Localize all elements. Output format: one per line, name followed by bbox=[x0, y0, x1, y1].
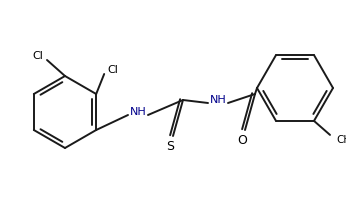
Text: S: S bbox=[166, 140, 174, 152]
Text: Cl: Cl bbox=[108, 65, 119, 75]
Text: O: O bbox=[237, 134, 247, 146]
Text: NH: NH bbox=[130, 107, 146, 117]
Text: CH₃: CH₃ bbox=[336, 135, 346, 145]
Text: Cl: Cl bbox=[33, 51, 44, 61]
Text: NH: NH bbox=[210, 95, 226, 105]
